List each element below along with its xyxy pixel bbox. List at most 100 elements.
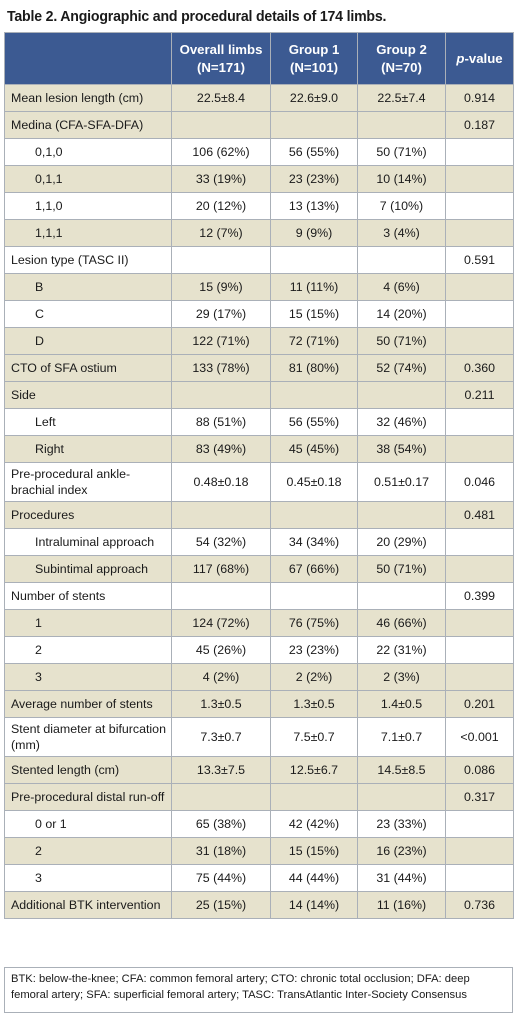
table-row: Stent diameter at bifurcation (mm) 7.3±0.…: [4, 717, 514, 757]
cell-group1: 11 (11%): [270, 273, 358, 301]
cell-overall: [171, 246, 271, 274]
cell-group2: 50 (71%): [357, 327, 446, 355]
row-label: 2: [4, 636, 172, 664]
table-footnote: BTK: below-the-knee; CFA: common femoral…: [4, 967, 513, 1013]
cell-group1: 23 (23%): [270, 636, 358, 664]
cell-group1: 13 (13%): [270, 192, 358, 220]
cell-group2: [357, 246, 446, 274]
cell-group1: 12.5±6.7: [270, 756, 358, 784]
header-group2-line1: Group 2: [376, 41, 427, 57]
cell-group1: 1.3±0.5: [270, 690, 358, 718]
cell-overall: [171, 783, 271, 811]
row-label: 2: [4, 837, 172, 865]
cell-overall: 12 (7%): [171, 219, 271, 247]
cell-p-value: [445, 636, 514, 664]
cell-overall: 106 (62%): [171, 138, 271, 166]
cell-overall: [171, 582, 271, 610]
cell-group1: 22.6±9.0: [270, 84, 358, 112]
cell-p-value: [445, 663, 514, 691]
row-label: Stent diameter at bifurcation (mm): [4, 717, 172, 757]
cell-group2: 50 (71%): [357, 555, 446, 583]
header-group2-line2: (N=70): [381, 59, 422, 75]
cell-p-value: [445, 555, 514, 583]
cell-group2: 38 (54%): [357, 435, 446, 463]
row-label: Procedures: [4, 501, 172, 529]
table-row: Lesion type (TASC II) 0.591: [4, 246, 514, 274]
cell-group2: 7 (10%): [357, 192, 446, 220]
row-label: Medina (CFA-SFA-DFA): [4, 111, 172, 139]
cell-group1: 7.5±0.7: [270, 717, 358, 757]
table-row: D 122 (71%) 72 (71%) 50 (71%): [4, 327, 514, 355]
row-label: D: [4, 327, 172, 355]
table-row: Intraluminal approach 54 (32%) 34 (34%) 20 …: [4, 528, 514, 556]
table-row: Subintimal approach 117 (68%) 67 (66%) 50 (…: [4, 555, 514, 583]
cell-overall: 1.3±0.5: [171, 690, 271, 718]
cell-p-value: 0.399: [445, 582, 514, 610]
header-overall-line2: (N=171): [196, 59, 245, 75]
cell-overall: 117 (68%): [171, 555, 271, 583]
cell-p-value: [445, 810, 514, 838]
header-group1-line1: Group 1: [288, 41, 340, 57]
row-label: 0,1,0: [4, 138, 172, 166]
cell-overall: 15 (9%): [171, 273, 271, 301]
cell-group2: 22.5±7.4: [357, 84, 446, 112]
cell-p-value: [445, 192, 514, 220]
table-row: 0,1,1 33 (19%) 23 (23%) 10 (14%): [4, 165, 514, 193]
row-label: 0,1,1: [4, 165, 172, 193]
table-row: Left 88 (51%) 56 (55%) 32 (46%): [4, 408, 514, 436]
row-label: Additional BTK intervention: [4, 891, 172, 919]
cell-group1: [270, 111, 358, 139]
data-table: Overall limbs (N=171) Group 1 (N=101) Gr…: [4, 32, 514, 919]
row-label: 3: [4, 663, 172, 691]
cell-p-value: <0.001: [445, 717, 514, 757]
cell-p-value: [445, 327, 514, 355]
cell-p-value: [445, 528, 514, 556]
table-row: Mean lesion length (cm) 22.5±8.4 22.6±9.0 2…: [4, 84, 514, 112]
table-row: Pre-procedural ankle-brachial index 0.48±…: [4, 462, 514, 502]
table-row: Pre-procedural distal run-off 0.317: [4, 783, 514, 811]
cell-p-value: [445, 300, 514, 328]
cell-group2: 2 (3%): [357, 663, 446, 691]
cell-group1: 23 (23%): [270, 165, 358, 193]
cell-overall: 29 (17%): [171, 300, 271, 328]
header-p-italic: p: [456, 50, 465, 66]
cell-group1: 0.45±0.18: [270, 462, 358, 502]
cell-group2: 1.4±0.5: [357, 690, 446, 718]
row-label: Intraluminal approach: [4, 528, 172, 556]
cell-group1: 15 (15%): [270, 837, 358, 865]
table-row: 0 or 1 65 (38%) 42 (42%) 23 (33%): [4, 810, 514, 838]
cell-p-value: [445, 165, 514, 193]
row-label: 1,1,1: [4, 219, 172, 247]
table-row: Procedures 0.481: [4, 501, 514, 529]
row-label: Subintimal approach: [4, 555, 172, 583]
cell-group1: 9 (9%): [270, 219, 358, 247]
cell-group1: 14 (14%): [270, 891, 358, 919]
cell-p-value: [445, 408, 514, 436]
table-row: 0,1,0 106 (62%) 56 (55%) 50 (71%): [4, 138, 514, 166]
cell-group2: 14 (20%): [357, 300, 446, 328]
cell-p-value: [445, 837, 514, 865]
cell-overall: 75 (44%): [171, 864, 271, 892]
cell-p-value: [445, 138, 514, 166]
cell-p-value: 0.736: [445, 891, 514, 919]
row-label: Side: [4, 381, 172, 409]
cell-p-value: [445, 435, 514, 463]
table-row: 1,1,1 12 (7%) 9 (9%) 3 (4%): [4, 219, 514, 247]
cell-group1: 15 (15%): [270, 300, 358, 328]
row-label: 1,1,0: [4, 192, 172, 220]
table-row: CTO of SFA ostium 133 (78%) 81 (80%) 52 (74…: [4, 354, 514, 382]
cell-p-value: 0.187: [445, 111, 514, 139]
cell-group1: 56 (55%): [270, 138, 358, 166]
cell-group1: [270, 501, 358, 529]
cell-p-value: [445, 219, 514, 247]
header-overall-line1: Overall limbs: [179, 41, 263, 57]
cell-group1: [270, 246, 358, 274]
table-title: Table 2. Angiographic and procedural det…: [7, 8, 387, 25]
header-blank: [4, 32, 172, 85]
cell-group2: 14.5±8.5: [357, 756, 446, 784]
cell-group2: 4 (6%): [357, 273, 446, 301]
table-row: Additional BTK intervention 25 (15%) 14 (1…: [4, 891, 514, 919]
cell-overall: [171, 501, 271, 529]
cell-p-value: 0.481: [445, 501, 514, 529]
cell-group2: 50 (71%): [357, 138, 446, 166]
